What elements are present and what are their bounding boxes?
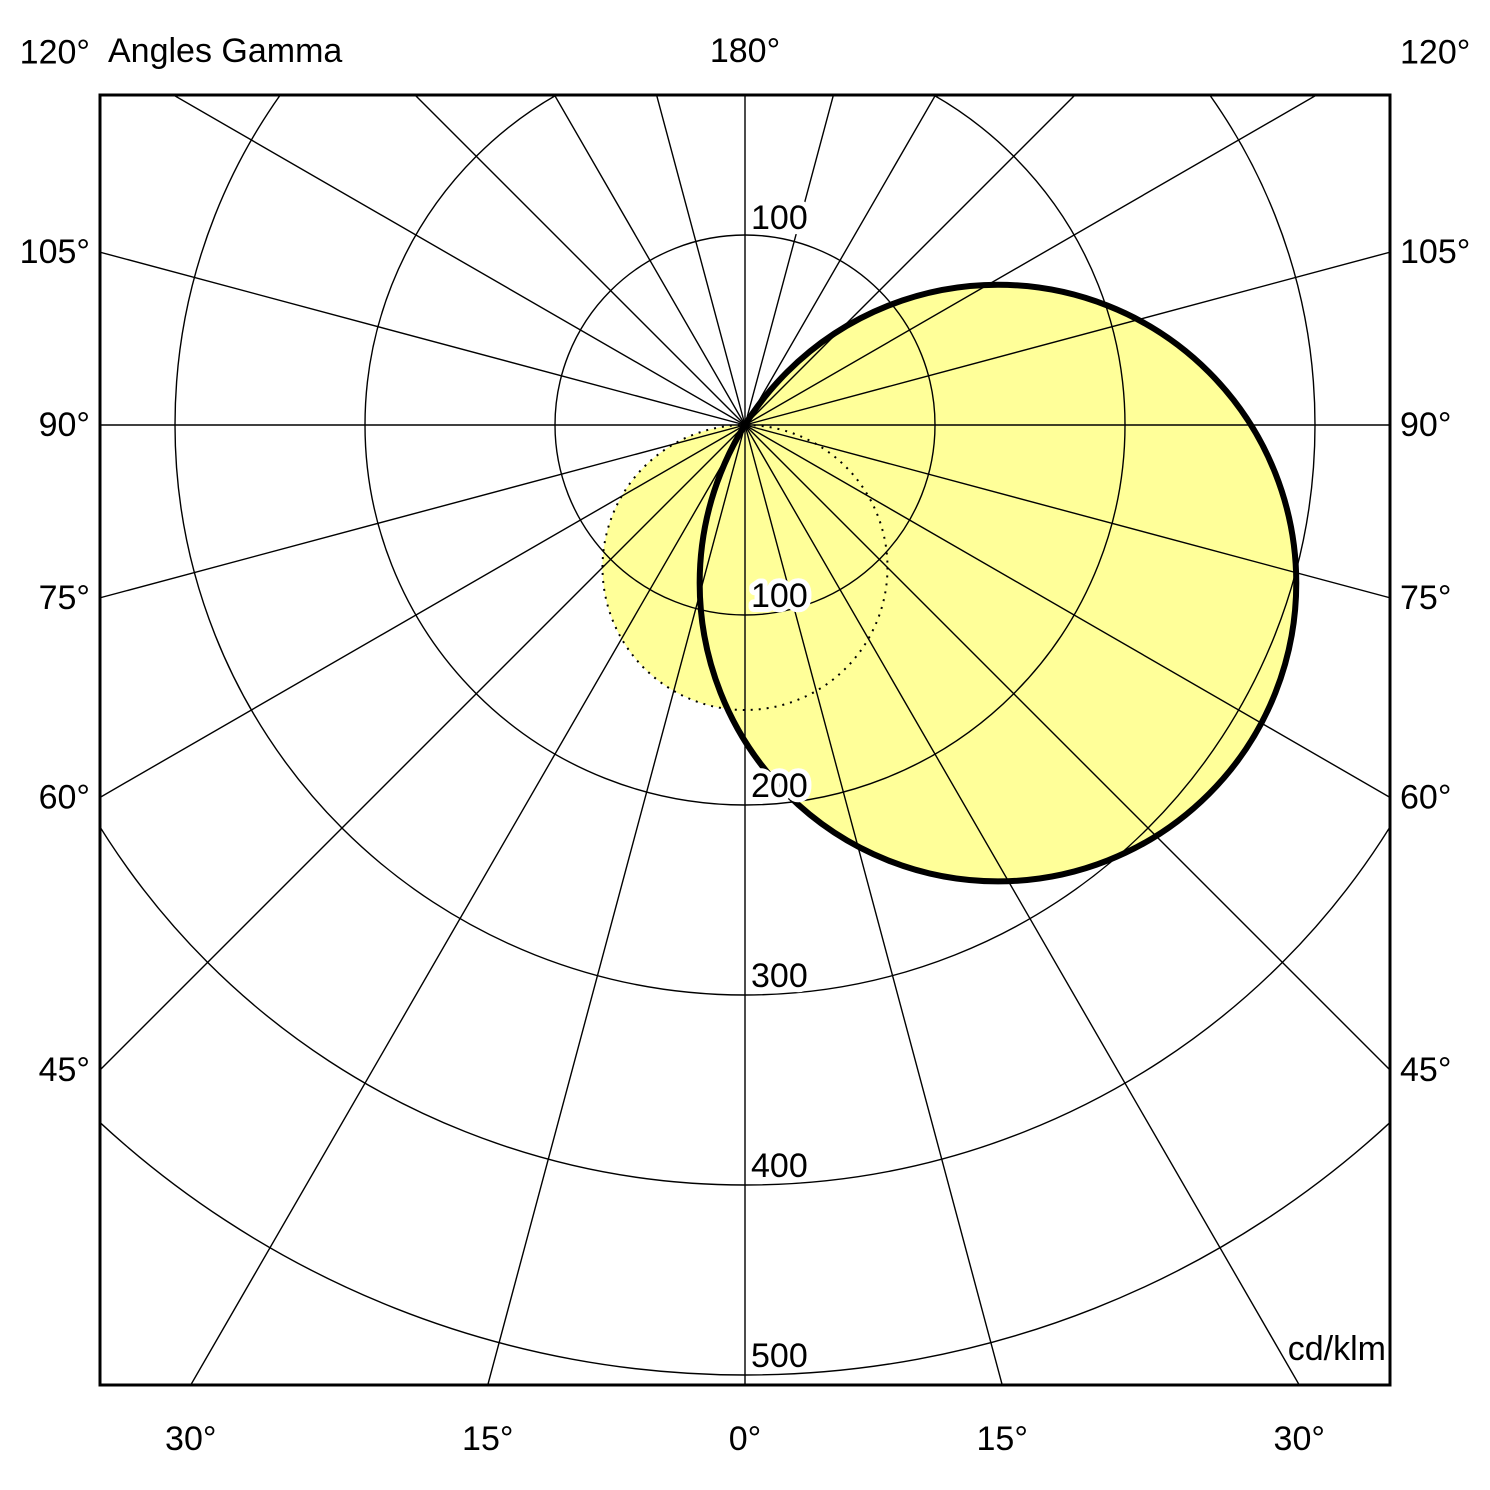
light-distribution-curve-main-plane-solid (696, 281, 1300, 885)
left-angle-label-2: 90° (39, 406, 90, 444)
chart-frame (98, 93, 1392, 1387)
top-angle-180-label: 180° (709, 32, 781, 70)
left-angle-label-3: 75° (39, 579, 90, 617)
unit-label: cd/klm (1287, 1330, 1386, 1368)
left-angle-label-4: 60° (39, 778, 90, 816)
radial-tick-500: 500 (751, 1337, 808, 1375)
bottom-angle-label-1: 15° (462, 1420, 513, 1458)
radial-tick-400: 400 (751, 1147, 808, 1185)
light-distribution-fill-main-plane-solid (699, 284, 1297, 882)
radial-tick-100: 100 (751, 577, 808, 615)
bottom-angle-label-4: 30° (1274, 1420, 1325, 1458)
left-angle-label-5: 45° (39, 1051, 90, 1089)
right-angle-label-1: 105° (1400, 233, 1470, 271)
chart-title: Angles Gamma (108, 32, 343, 70)
right-angle-label-0: 120° (1400, 34, 1470, 72)
light-distribution-curve-transverse-plane-dotted (601, 424, 889, 711)
left-angle-label-0: 120° (20, 34, 90, 72)
bottom-angle-label-2: 0° (729, 1420, 762, 1458)
radial-tick-300: 300 (751, 957, 808, 995)
bottom-angle-label-0: 30° (165, 1420, 216, 1458)
right-angle-label-3: 75° (1400, 579, 1451, 617)
bottom-angle-label-3: 15° (977, 1420, 1028, 1458)
radial-tick-top-100: 100 (751, 199, 808, 237)
right-angle-label-5: 45° (1400, 1051, 1451, 1089)
right-angle-label-2: 90° (1400, 406, 1451, 444)
right-angle-label-4: 60° (1400, 778, 1451, 816)
radial-tick-200: 200 (751, 767, 808, 805)
left-angle-label-1: 105° (20, 233, 90, 271)
